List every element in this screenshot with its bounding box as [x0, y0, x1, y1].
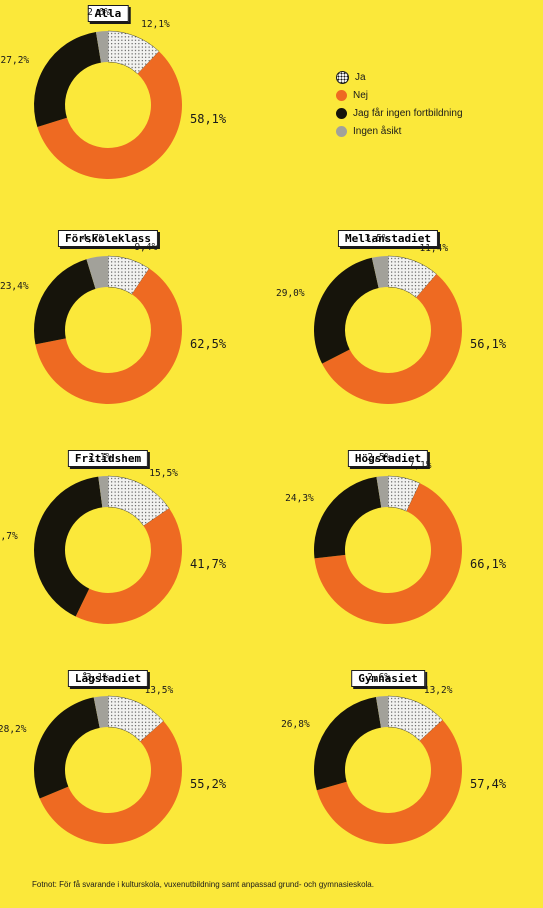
donut-chart	[33, 695, 182, 844]
slice-ingen-asikt	[95, 31, 108, 63]
slice-ja	[107, 255, 150, 295]
value-label-ingen-asikt: 3,5%	[364, 232, 388, 244]
chart-title: Fritidshem	[67, 450, 149, 467]
chart-panel-mellanstadiet: Mellanstadiet 11,4% 56,1% 29,0% 3,5%	[276, 230, 506, 430]
chart-title: Mellanstadiet	[337, 230, 439, 247]
slice-ja	[107, 30, 160, 75]
value-label-ja: 13,5%	[144, 685, 174, 697]
value-label-nej: 41,7%	[190, 557, 227, 571]
value-label-ja: 12,1%	[141, 18, 170, 30]
slice-ingen-fortbildning	[314, 257, 379, 364]
chart-title: Högstadiet	[347, 450, 429, 467]
legend-label: Ingen åsikt	[353, 125, 402, 137]
chart-title: Gymnasiet	[351, 670, 425, 687]
legend: Ja Nej Jag får ingen fortbildning Ingen …	[336, 68, 463, 140]
legend-item-ja: Ja	[336, 68, 463, 86]
legend-swatch-ingen-asikt	[336, 125, 347, 137]
value-label-ja: 15,5%	[149, 467, 178, 479]
legend-swatch-ja	[336, 70, 349, 84]
slice-nej	[37, 51, 182, 179]
value-label-ingen-asikt: 2,6%	[367, 672, 391, 684]
slice-ingen-fortbildning	[314, 696, 382, 791]
slice-ja	[107, 695, 164, 742]
chart-panel-forskoleklass: Förskoleklass 9,4% 62,5% 23,4% 4,7%	[0, 230, 226, 430]
legend-label: Ja	[355, 71, 366, 83]
slice-ingen-asikt	[375, 696, 388, 728]
chart-panel-hogstadiet: Högstadiet 7,1% 66,1% 24,3% 2,5%	[285, 450, 506, 650]
legend-item-nej: Nej	[336, 86, 463, 104]
chart-panel-lagstadiet: Lågstadiet 13,5% 55,2% 28,2% 3,1%	[0, 670, 226, 870]
value-label-nej: 58,1%	[190, 112, 227, 126]
slice-ja	[107, 475, 170, 527]
value-label-ingen-fortbildning: 40,7%	[0, 530, 18, 542]
slice-ingen-asikt	[371, 256, 388, 289]
legend-swatch-nej	[336, 89, 347, 101]
value-label-ingen-fortbildning: 24,3%	[285, 493, 314, 505]
slice-ingen-fortbildning	[34, 259, 96, 345]
donut-chart	[314, 255, 462, 404]
slice-nej	[35, 268, 183, 404]
slice-ingen-asikt	[98, 476, 108, 508]
chart-title: Förskoleklass	[57, 230, 159, 247]
slice-ingen-fortbildning	[33, 31, 102, 127]
value-label-nej: 56,1%	[470, 337, 507, 351]
value-label-nej: 55,2%	[190, 777, 227, 791]
value-label-nej: 62,5%	[190, 337, 227, 351]
footnote: Fotnot: För få svarande i kulturskola, v…	[32, 880, 374, 889]
slice-nej	[322, 274, 462, 404]
chart-title: Lågstadiet	[67, 670, 149, 687]
value-label-ja: 9,4%	[134, 241, 158, 253]
slice-nej	[316, 720, 462, 844]
chart-panel-gymnasiet: Gymnasiet 13,2% 57,4% 26,8% 2,6%	[281, 670, 506, 870]
slice-ingen-asikt	[86, 256, 108, 289]
value-label-ingen-fortbildning: 28,2%	[0, 724, 27, 736]
value-label-ja: 13,2%	[423, 685, 453, 697]
value-label-ingen-fortbildning: 23,4%	[0, 280, 29, 292]
slice-ingen-fortbildning	[34, 476, 103, 617]
donut-chart	[314, 695, 462, 844]
legend-item-ingen-asikt: Ingen åsikt	[336, 122, 463, 140]
slice-ingen-asikt	[376, 476, 388, 508]
value-label-ingen-fortbildning: 26,8%	[281, 718, 310, 730]
value-label-ingen-asikt: 2,6%	[87, 7, 111, 19]
value-label-nej: 57,4%	[470, 777, 507, 791]
legend-item-ingen-fortbildning: Jag får ingen fortbildning	[336, 104, 463, 122]
slice-ja	[387, 255, 437, 298]
chart-title: Alla	[87, 5, 129, 22]
value-label-ingen-fortbildning: 27,2%	[0, 54, 30, 66]
value-label-ja: 7,1%	[408, 460, 432, 472]
chart-panel-alla: Alla 12,1% 58,1% 27,2% 2,6%	[1, 5, 226, 205]
value-label-nej: 66,1%	[470, 557, 507, 571]
value-label-ingen-asikt: 3,1%	[85, 672, 109, 684]
value-label-ingen-fortbildning: 29,0%	[276, 288, 305, 300]
donut-chart	[34, 255, 183, 404]
value-label-ingen-asikt: 4,7%	[81, 232, 105, 244]
value-label-ingen-asikt: 2,1%	[88, 452, 112, 464]
slice-nej	[314, 483, 462, 624]
slice-ingen-fortbildning	[33, 697, 100, 799]
legend-label: Nej	[353, 89, 369, 101]
value-label-ingen-asikt: 2,5%	[367, 452, 391, 464]
legend-swatch-ingen-fortbildning	[336, 107, 347, 119]
slice-ingen-fortbildning	[314, 476, 382, 559]
legend-label: Jag får ingen fortbildning	[353, 107, 463, 119]
slice-nej	[39, 721, 182, 844]
value-label-ja: 11,4%	[419, 243, 449, 255]
donut-chart	[34, 475, 183, 624]
slice-ingen-asikt	[93, 696, 108, 728]
donut-chart	[314, 475, 462, 624]
donut-chart	[33, 30, 182, 179]
slice-nej	[75, 508, 183, 624]
